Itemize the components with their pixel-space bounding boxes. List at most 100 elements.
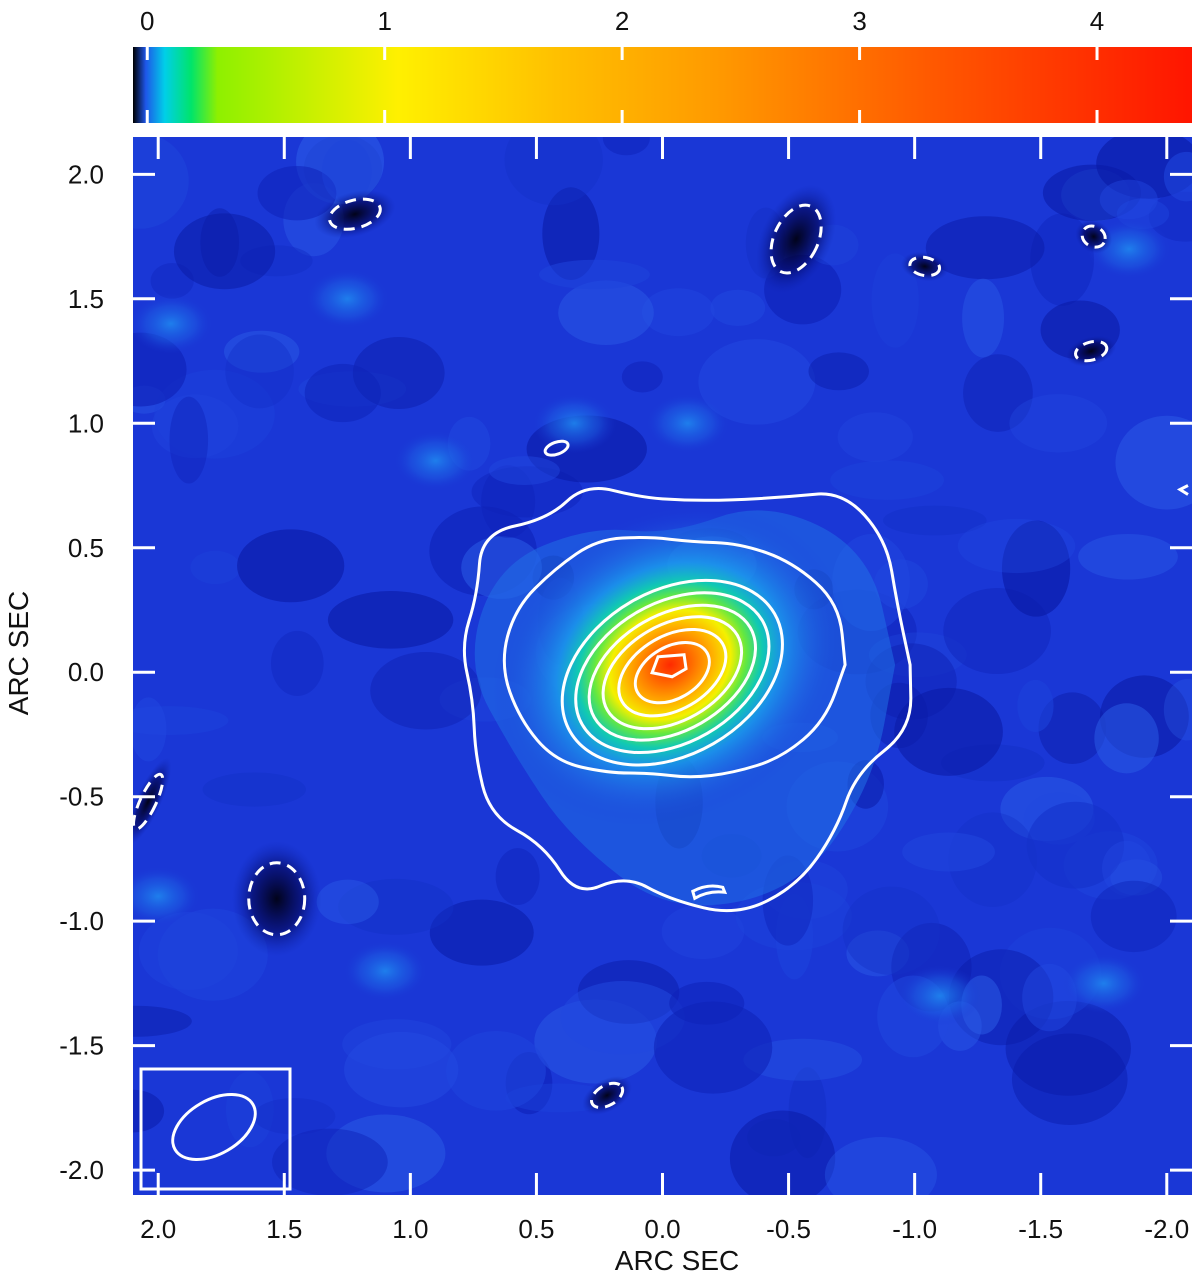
noise-blob [846, 930, 910, 977]
contour-island [543, 439, 570, 457]
noise-blob [253, 1097, 336, 1135]
negative-feature [231, 841, 322, 957]
contour-edge [1176, 484, 1189, 496]
noise-blob [808, 352, 869, 391]
noise-blob [133, 1005, 192, 1037]
noise-blob [338, 878, 454, 935]
colorbar-bar [133, 47, 1192, 123]
noise-blob [304, 363, 381, 423]
negative-feature [133, 757, 172, 846]
noise-blob [558, 280, 654, 345]
bright-patch [897, 965, 982, 1026]
noise-blob [957, 518, 1076, 574]
noise-blob [429, 899, 534, 966]
noise-blob [257, 166, 337, 221]
negative-contour [908, 255, 942, 278]
noise-blob [698, 339, 816, 425]
colorbar-tick-label: 1 [377, 6, 391, 36]
contour-island [690, 884, 728, 901]
x-tick-label: 1.5 [266, 1214, 302, 1244]
source-core [400, 434, 941, 895]
noise-blob [775, 893, 814, 980]
contour-level-8 [633, 641, 711, 705]
contour-level-2 [502, 536, 847, 779]
bright-patch [133, 866, 201, 927]
noise-blob [1009, 394, 1108, 453]
y-tick-label: -1.0 [59, 906, 104, 936]
contour-level-5 [587, 603, 757, 742]
contour-level-4 [574, 591, 771, 755]
contour-level-3 [560, 578, 784, 767]
noise-blob [1038, 692, 1107, 764]
noise-blob [602, 137, 650, 156]
colorbar-tick-label: 2 [615, 6, 629, 36]
contour-peak [650, 653, 688, 679]
x-tick-label: 0.0 [644, 1214, 680, 1244]
noise-blob [542, 187, 600, 280]
noise-blob [169, 396, 209, 484]
noise-blob [1090, 880, 1177, 953]
noise-blob [963, 354, 1033, 432]
contours [133, 197, 1189, 1110]
x-tick-label: -2.0 [1144, 1214, 1189, 1244]
noise-blob [225, 334, 294, 409]
negative-contour [589, 1081, 625, 1110]
bright-patch [133, 293, 213, 354]
contour-level-1 [462, 487, 913, 913]
noise-blob [661, 904, 745, 960]
negative-contour [769, 203, 823, 275]
noise-blob [1042, 164, 1142, 222]
negative-contour [247, 861, 307, 937]
colorbar-tick-labels: 0 1 2 3 4 [140, 6, 1104, 36]
noise-blob [743, 1038, 863, 1081]
noise-blob [621, 361, 663, 393]
image-panel [133, 137, 1192, 1195]
colorbar-tick-label: 0 [140, 6, 154, 36]
y-tick-label: 1.5 [68, 284, 104, 314]
noise-blob [883, 505, 987, 536]
x-tick-label: 0.5 [518, 1214, 554, 1244]
noise-blob [154, 369, 275, 459]
noise-blob [344, 1031, 459, 1108]
noise-blob [173, 213, 276, 290]
bright-patch [393, 430, 478, 491]
noise-blob [830, 460, 944, 500]
noise-blob [1078, 533, 1178, 580]
noise-blob [237, 529, 345, 603]
noise-blob [560, 981, 685, 1055]
noise-blob [641, 288, 715, 337]
noise-blob [133, 706, 229, 735]
bright-patch [532, 393, 617, 454]
negative-contour [133, 772, 165, 831]
noise-blob [321, 139, 372, 204]
noise-blob [902, 832, 995, 872]
noise-blob [538, 259, 650, 290]
noise-blob [225, 1071, 274, 1148]
x-tick-label: -0.5 [766, 1214, 811, 1244]
noise-blob [133, 1089, 165, 1133]
noise-blob [1017, 679, 1054, 732]
noise-blob [202, 772, 306, 807]
noise-blob [1163, 151, 1192, 202]
x-axis-title: ARC SEC [615, 1245, 739, 1276]
noise-blob [272, 1128, 388, 1195]
y-tick-label: -1.5 [59, 1031, 104, 1061]
x-tick-label: -1.5 [1018, 1214, 1063, 1244]
noise-blob [1110, 859, 1163, 896]
noise-blob [133, 137, 189, 229]
noise-blob [710, 289, 766, 326]
y-axis-title: ARC SEC [3, 591, 34, 715]
noise-blob [1102, 840, 1152, 896]
y-tick-label: -2.0 [59, 1155, 104, 1185]
beam-ellipse [171, 1093, 257, 1161]
noise-blob [495, 848, 540, 906]
noise-blob [1115, 415, 1192, 510]
y-tick-label: 0.0 [68, 657, 104, 687]
contour-level-6 [601, 615, 744, 731]
noise-blob [1163, 678, 1192, 741]
negative-contour [328, 197, 382, 231]
x-tick-labels: 2.0 1.5 1.0 0.5 0.0 -0.5 -1.0 -1.5 -2.0 [140, 1214, 1189, 1244]
noise-blob [151, 394, 239, 459]
noise-blob [1099, 179, 1158, 220]
